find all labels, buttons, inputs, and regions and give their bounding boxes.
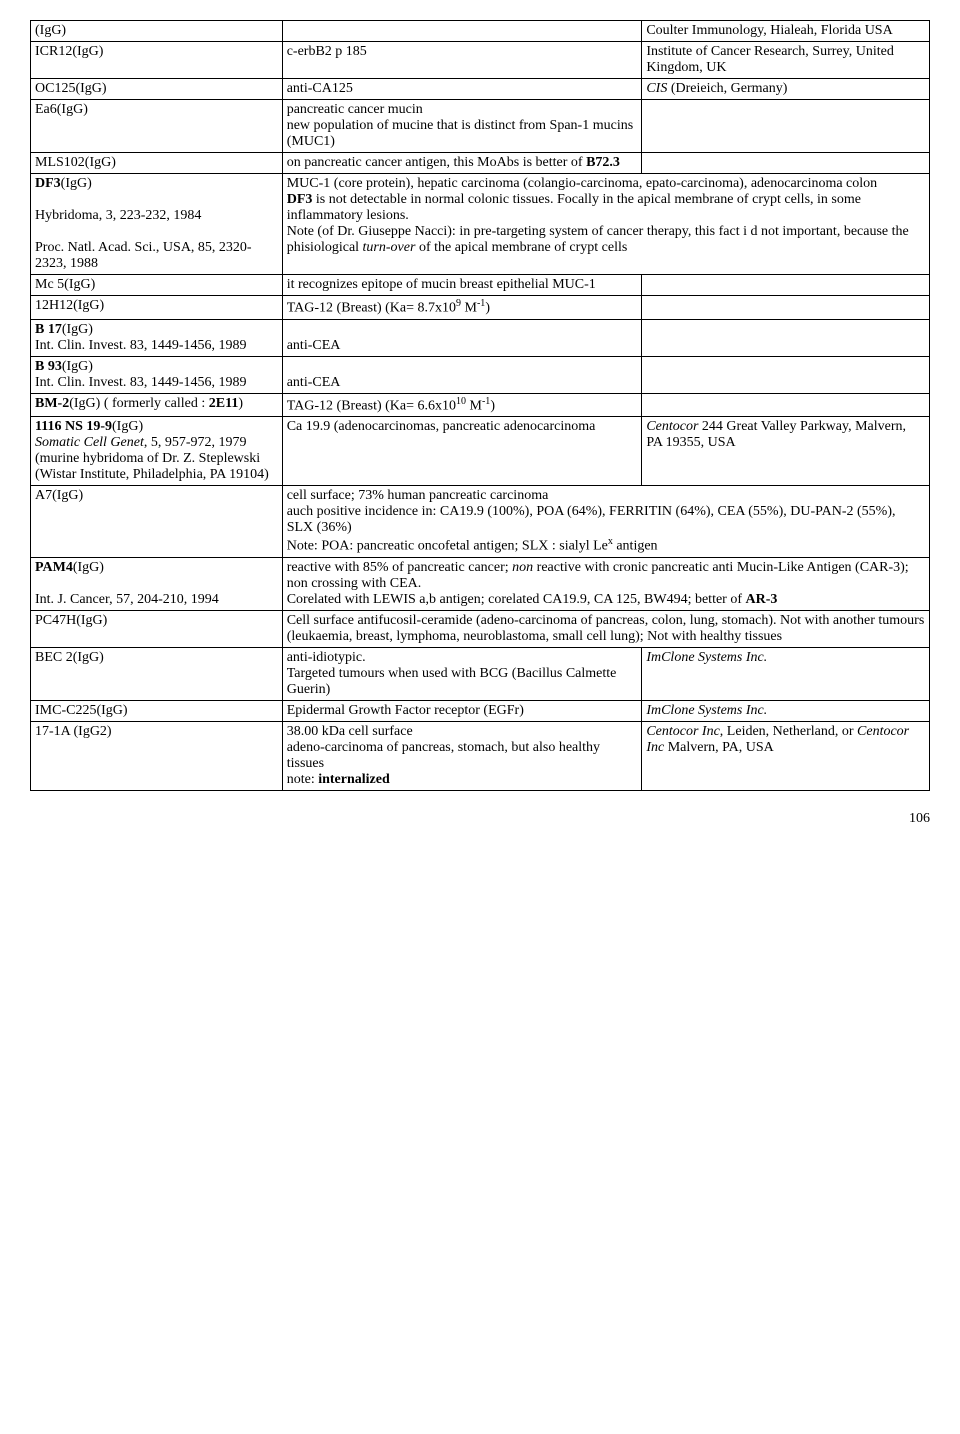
cell-target: on pancreatic cancer antigen, this MoAbs…: [282, 153, 642, 174]
cell-target: anti-idiotypic.Targeted tumours when use…: [282, 647, 642, 700]
cell-target: Ca 19.9 (adenocarcinomas, pancreatic ade…: [282, 417, 642, 486]
table-row: IMC-C225(IgG)Epidermal Growth Factor rec…: [31, 700, 930, 721]
table-row: MLS102(IgG)on pancreatic cancer antigen,…: [31, 153, 930, 174]
cell-target: Epidermal Growth Factor receptor (EGFr): [282, 700, 642, 721]
cell-antibody: B 93(IgG)Int. Clin. Invest. 83, 1449-145…: [31, 356, 283, 393]
cell-source: [642, 356, 930, 393]
table-row: BM-2(IgG) ( formerly called : 2E11)TAG-1…: [31, 393, 930, 417]
cell-antibody: A7(IgG): [31, 486, 283, 558]
antibody-table: (IgG) Coulter Immunology, Hialeah, Florid…: [30, 20, 930, 791]
table-row: 1116 NS 19-9(IgG)Somatic Cell Genet, 5, …: [31, 417, 930, 486]
cell-source: [642, 393, 930, 417]
table-row: 17-1A (IgG2)38.00 kDa cell surfaceadeno-…: [31, 721, 930, 790]
cell-description-span: Cell surface antifucosil-ceramide (adeno…: [282, 610, 929, 647]
cell-source: Centocor Inc, Leiden, Netherland, or Cen…: [642, 721, 930, 790]
cell-antibody: DF3(IgG)Hybridoma, 3, 223-232, 1984Proc.…: [31, 174, 283, 275]
cell-description-span: MUC-1 (core protein), hepatic carcinoma …: [282, 174, 929, 275]
cell-target: anti-CEA: [282, 319, 642, 356]
cell-source: Centocor 244 Great Valley Parkway, Malve…: [642, 417, 930, 486]
cell-description-span: reactive with 85% of pancreatic cancer; …: [282, 557, 929, 610]
table-row: 12H12(IgG)TAG-12 (Breast) (Ka= 8.7x109 M…: [31, 296, 930, 320]
cell-source: ImClone Systems Inc.: [642, 700, 930, 721]
cell-target: it recognizes epitope of mucin breast ep…: [282, 275, 642, 296]
cell-antibody: MLS102(IgG): [31, 153, 283, 174]
cell-antibody: 17-1A (IgG2): [31, 721, 283, 790]
cell-source: [642, 319, 930, 356]
cell-target: anti-CA125: [282, 79, 642, 100]
cell-source: Institute of Cancer Research, Surrey, Un…: [642, 42, 930, 79]
cell-antibody: Mc 5(IgG): [31, 275, 283, 296]
page-number: 106: [30, 811, 930, 827]
table-row: B 93(IgG)Int. Clin. Invest. 83, 1449-145…: [31, 356, 930, 393]
cell-source: Coulter Immunology, Hialeah, Florida USA: [642, 21, 930, 42]
cell-target: anti-CEA: [282, 356, 642, 393]
cell-source: [642, 275, 930, 296]
table-row: DF3(IgG)Hybridoma, 3, 223-232, 1984Proc.…: [31, 174, 930, 275]
table-row: Mc 5(IgG)it recognizes epitope of mucin …: [31, 275, 930, 296]
table-row: Ea6(IgG)pancreatic cancer mucinnew popul…: [31, 100, 930, 153]
cell-antibody: 12H12(IgG): [31, 296, 283, 320]
cell-source: CIS (Dreieich, Germany): [642, 79, 930, 100]
cell-target: pancreatic cancer mucinnew population of…: [282, 100, 642, 153]
table-row: PAM4(IgG)Int. J. Cancer, 57, 204-210, 19…: [31, 557, 930, 610]
table-row: ICR12(IgG)c-erbB2 p 185Institute of Canc…: [31, 42, 930, 79]
cell-antibody: BEC 2(IgG): [31, 647, 283, 700]
cell-antibody: ICR12(IgG): [31, 42, 283, 79]
cell-target: [282, 21, 642, 42]
cell-source: ImClone Systems Inc.: [642, 647, 930, 700]
cell-antibody: BM-2(IgG) ( formerly called : 2E11): [31, 393, 283, 417]
cell-target: c-erbB2 p 185: [282, 42, 642, 79]
cell-antibody: (IgG): [31, 21, 283, 42]
table-row: (IgG) Coulter Immunology, Hialeah, Florid…: [31, 21, 930, 42]
cell-target: 38.00 kDa cell surfaceadeno-carcinoma of…: [282, 721, 642, 790]
cell-source: [642, 296, 930, 320]
cell-source: [642, 153, 930, 174]
table-row: OC125(IgG)anti-CA125CIS (Dreieich, Germa…: [31, 79, 930, 100]
cell-source: [642, 100, 930, 153]
cell-antibody: Ea6(IgG): [31, 100, 283, 153]
cell-antibody: PC47H(IgG): [31, 610, 283, 647]
cell-antibody: IMC-C225(IgG): [31, 700, 283, 721]
cell-antibody: OC125(IgG): [31, 79, 283, 100]
table-row: B 17(IgG)Int. Clin. Invest. 83, 1449-145…: [31, 319, 930, 356]
table-row: A7(IgG)cell surface; 73% human pancreati…: [31, 486, 930, 558]
cell-description-span: cell surface; 73% human pancreatic carci…: [282, 486, 929, 558]
cell-target: TAG-12 (Breast) (Ka= 8.7x109 M-1): [282, 296, 642, 320]
table-row: BEC 2(IgG)anti-idiotypic.Targeted tumour…: [31, 647, 930, 700]
cell-antibody: PAM4(IgG)Int. J. Cancer, 57, 204-210, 19…: [31, 557, 283, 610]
cell-target: TAG-12 (Breast) (Ka= 6.6x1010 M-1): [282, 393, 642, 417]
cell-antibody: B 17(IgG)Int. Clin. Invest. 83, 1449-145…: [31, 319, 283, 356]
table-row: PC47H(IgG)Cell surface antifucosil-ceram…: [31, 610, 930, 647]
cell-antibody: 1116 NS 19-9(IgG)Somatic Cell Genet, 5, …: [31, 417, 283, 486]
